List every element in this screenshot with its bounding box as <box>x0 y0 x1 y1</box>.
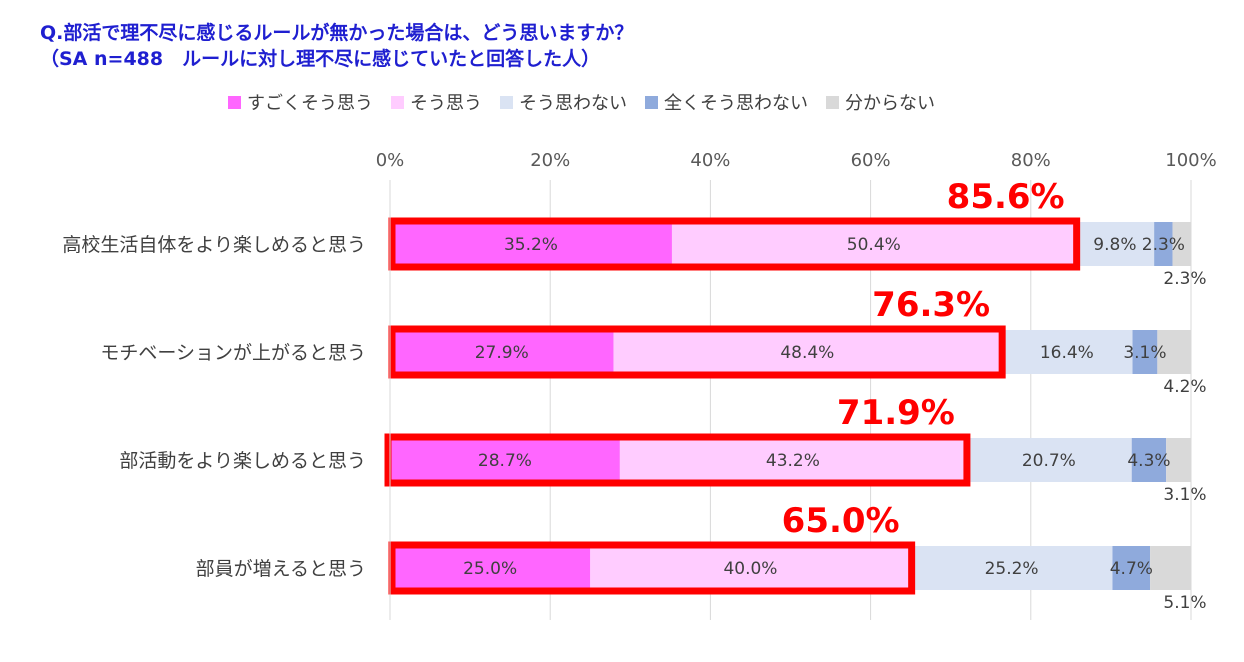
bar-segment <box>390 438 620 482</box>
highlight-box <box>388 325 1006 379</box>
legend-swatch <box>500 95 513 109</box>
data-label: 27.9% <box>475 343 529 363</box>
highlight-box <box>384 433 971 487</box>
chart-title-line2: （SA n=488 ルールに対し理不尽に感じていたと回答した人） <box>40 48 601 70</box>
bar-segment <box>1112 546 1151 590</box>
x-tick-label: 100% <box>1165 150 1216 171</box>
legend-label: 分からない <box>845 93 935 114</box>
category-label: 高校生活自体をより楽しめると思う <box>62 234 366 256</box>
data-label: 28.7% <box>478 451 532 471</box>
x-tick-label: 60% <box>851 150 891 171</box>
chart-title-line1: Q.部活で理不尽に感じるルールが無かった場合は、どう思いますか？ <box>40 22 634 44</box>
data-label: 48.4% <box>780 343 834 363</box>
x-tick-label: 0% <box>376 150 405 171</box>
bar-segment <box>1150 546 1191 590</box>
bar-segment <box>390 222 672 266</box>
bar-segment <box>1157 330 1191 374</box>
category-label: 部員が増えると思う <box>196 558 366 580</box>
data-label: 9.8% <box>1093 235 1136 255</box>
legend-swatch <box>391 95 404 109</box>
data-label: 5.1% <box>1163 593 1206 613</box>
highlight-total-label: 85.6% <box>947 177 1065 217</box>
bar-segment <box>671 222 1076 266</box>
legend-swatch <box>645 95 658 109</box>
data-label: 43.2% <box>766 451 820 471</box>
data-label: 40.0% <box>723 559 777 579</box>
legend-label: そう思わない <box>519 93 627 114</box>
data-label: 25.2% <box>985 559 1039 579</box>
bar-segment <box>1132 330 1158 374</box>
chart-legend: すごくそう思う そう思う そう思わない 全くそう思わない 分からない <box>228 90 953 114</box>
bar-segment <box>1075 222 1155 266</box>
data-label: 4.2% <box>1163 377 1206 397</box>
legend-item: そう思わない <box>500 89 627 115</box>
legend-item: そう思う <box>391 89 482 115</box>
bar-segment <box>1166 438 1191 482</box>
bar-segment <box>390 546 591 590</box>
data-label: 50.4% <box>847 235 901 255</box>
legend-item: 分からない <box>826 89 935 115</box>
data-label: 4.3% <box>1127 451 1170 471</box>
bar-segment <box>1131 438 1167 482</box>
data-label: 20.7% <box>1022 451 1076 471</box>
legend-label: そう思う <box>410 93 482 114</box>
highlight-total-label: 76.3% <box>872 285 990 325</box>
highlight-total-label: 65.0% <box>782 501 900 541</box>
highlight-total-label: 71.9% <box>837 393 955 433</box>
bar-segment <box>390 330 614 374</box>
legend-swatch <box>228 95 241 109</box>
x-tick-label: 80% <box>1011 150 1051 171</box>
category-label: モチベーションが上がると思う <box>100 342 366 364</box>
data-label: 25.0% <box>463 559 517 579</box>
category-label: 部活動をより楽しめると思う <box>119 450 366 472</box>
legend-label: すごくそう思う <box>247 93 373 114</box>
data-label: 16.4% <box>1040 343 1094 363</box>
bar-segment <box>910 546 1113 590</box>
legend-swatch <box>826 95 839 109</box>
bar-segment <box>619 438 966 482</box>
data-label: 4.7% <box>1110 559 1153 579</box>
legend-label: 全くそう思わない <box>664 93 808 114</box>
bar-segment <box>613 330 1002 374</box>
bar-segment <box>1172 222 1191 266</box>
bar-segment <box>965 438 1132 482</box>
bar-segment <box>590 546 911 590</box>
data-label: 3.1% <box>1123 343 1166 363</box>
x-tick-label: 40% <box>690 150 730 171</box>
data-label: 2.3% <box>1142 235 1185 255</box>
bar-segment <box>1001 330 1133 374</box>
bar-segment <box>1154 222 1173 266</box>
highlight-box <box>388 541 916 595</box>
data-label: 3.1% <box>1163 485 1206 505</box>
legend-item: 全くそう思わない <box>645 89 808 115</box>
x-tick-label: 20% <box>530 150 570 171</box>
data-label: 2.3% <box>1163 269 1206 289</box>
data-label: 35.2% <box>504 235 558 255</box>
legend-item: すごくそう思う <box>228 89 373 115</box>
highlight-box <box>388 217 1081 271</box>
